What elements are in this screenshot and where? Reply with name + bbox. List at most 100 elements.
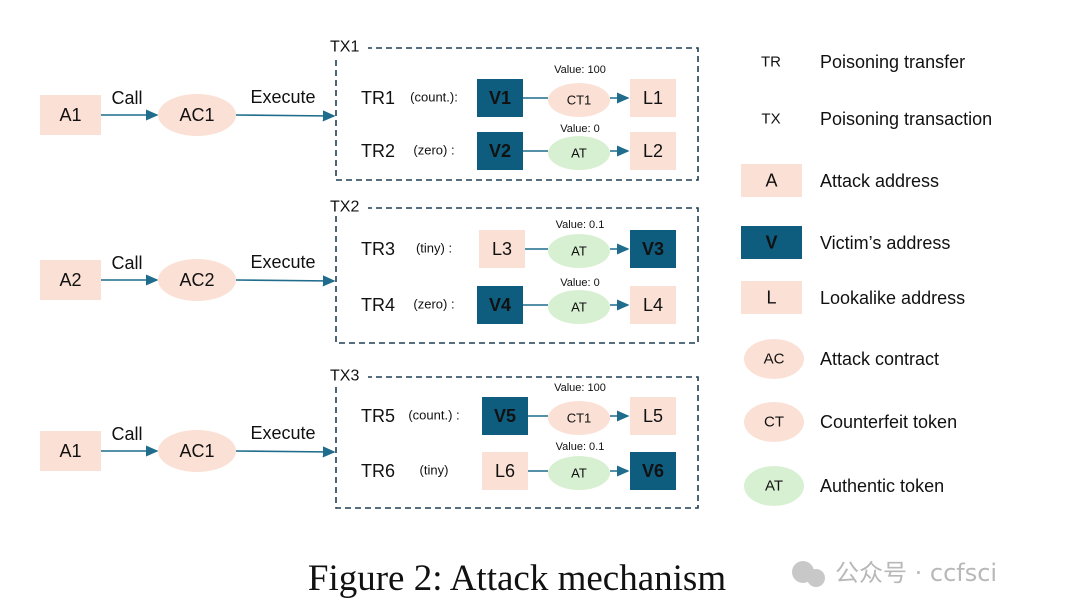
tx-label-bg: [328, 367, 368, 385]
token-node: CT1: [548, 83, 610, 117]
transfer-id: TR4: [361, 295, 395, 315]
legend-text: Victim’s address: [820, 233, 950, 253]
transfer-kind: (count.) :: [408, 408, 459, 423]
from-address-node-label: V5: [494, 406, 516, 426]
watermark: 公众号 · ccfsci: [792, 559, 997, 587]
legend-symbol-label: AC: [764, 351, 785, 368]
token-node-label: AT: [571, 146, 587, 161]
transfer-tr1: TR1 (count.): V1 CT1 Value: 100 L1: [361, 64, 676, 117]
attack-contract-node: AC1: [158, 430, 236, 472]
transfer-kind: (zero) :: [413, 143, 454, 158]
from-address-node-label: V1: [489, 88, 511, 108]
legend-symbol-label: V: [765, 233, 777, 253]
to-address-node-label: V6: [642, 461, 664, 481]
transfer-value: Value: 100: [554, 64, 606, 76]
from-address-node-label: V2: [489, 141, 511, 161]
legend-text: Lookalike address: [820, 288, 965, 308]
attack-row-2: A2 Call AC2 Execute TX2 TR3 (tiny) : L3 AT Value:…: [40, 198, 699, 344]
to-address-node: L4: [630, 286, 676, 324]
attack-contract-node-shape: [158, 430, 236, 472]
to-address-node-shape: [630, 397, 676, 435]
to-address-node: L2: [630, 132, 676, 170]
transfer-tr4: TR4 (zero) : V4 AT Value: 0 L4: [361, 277, 676, 324]
to-address-node: V6: [630, 452, 676, 490]
legend-symbol-shape: [741, 281, 802, 314]
from-address-node: L3: [479, 230, 525, 268]
to-address-node: L1: [630, 79, 676, 117]
attacker-address-node-shape: [40, 431, 101, 471]
from-address-node-shape: [479, 230, 525, 268]
legend-symbol-shape: [741, 164, 802, 197]
legend-symbol-label: CT: [764, 414, 784, 431]
token-node-label: AT: [571, 244, 587, 259]
attack-contract-node: AC2: [158, 259, 236, 301]
legend-symbol: CT: [744, 402, 804, 442]
execute-arrow: [235, 110, 336, 122]
attacker-address-node-label: A1: [59, 441, 81, 461]
from-address-node: L6: [482, 452, 528, 490]
legend-symbol-shape: [744, 339, 804, 379]
from-address-node: V2: [477, 132, 523, 170]
legend-symbol: L: [741, 281, 802, 314]
legend-item-ac: AC Attack contract: [744, 339, 939, 379]
transaction-label: TX2: [330, 199, 359, 216]
execute-label: Execute: [250, 87, 315, 107]
from-address-node-shape: [477, 286, 523, 324]
from-address-node: V1: [477, 79, 523, 117]
legend-text: Attack address: [820, 171, 939, 191]
legend-symbol-label: L: [766, 288, 776, 308]
to-address-node-label: V3: [642, 239, 664, 259]
legend-item-at: AT Authentic token: [744, 466, 944, 506]
transfer-value: Value: 0: [560, 277, 600, 289]
from-address-node-shape: [482, 452, 528, 490]
legend-text: Authentic token: [820, 476, 944, 496]
to-address-node-shape: [630, 79, 676, 117]
token-node-shape: [548, 83, 610, 117]
execute-label: Execute: [250, 423, 315, 443]
call-label: Call: [111, 88, 142, 108]
transfer-kind: (tiny) :: [416, 241, 452, 256]
to-address-node-label: L5: [643, 406, 663, 426]
token-node-shape: [548, 136, 610, 170]
attack-contract-node-label: AC1: [179, 441, 214, 461]
transfer-id: TR6: [361, 461, 395, 481]
transfer-id: TR1: [361, 88, 395, 108]
attack-contract-node-shape: [158, 259, 236, 301]
to-address-node: V3: [630, 230, 676, 268]
from-address-node: V5: [482, 397, 528, 435]
from-address-node-label: L6: [495, 461, 515, 481]
legend-item-ct: CT Counterfeit token: [744, 402, 957, 442]
to-address-node-label: L1: [643, 88, 663, 108]
token-node: AT: [548, 456, 610, 490]
legend-symbol: V: [741, 226, 802, 259]
legend-symbol: AC: [744, 339, 804, 379]
attacker-address-node-label: A1: [59, 105, 81, 125]
legend-symbol: A: [741, 164, 802, 197]
transfer-value: Value: 100: [554, 382, 606, 394]
transfer-kind: (tiny): [420, 463, 449, 478]
figure-caption: Figure 2: Attack mechanism: [308, 558, 726, 599]
token-node: AT: [548, 234, 610, 268]
transfer-value: Value: 0.1: [556, 219, 605, 231]
transaction-label: TX3: [330, 368, 359, 385]
token-node: AT: [548, 290, 610, 324]
to-address-node-shape: [630, 230, 676, 268]
attacker-address-node-shape: [40, 260, 101, 300]
from-address-node: V4: [477, 286, 523, 324]
legend-item-tx: TX Poisoning transaction: [761, 109, 992, 129]
transfer-kind: (count.):: [410, 90, 458, 105]
attack-contract-node-label: AC2: [179, 270, 214, 290]
execute-arrow: [235, 275, 336, 287]
legend-text: Attack contract: [820, 349, 939, 369]
token-node-shape: [548, 290, 610, 324]
transaction-box: [335, 207, 699, 344]
attack-contract-node-shape: [158, 94, 236, 136]
tx-label-bg: [328, 198, 368, 216]
attacker-address-node-shape: [40, 95, 101, 135]
legend-item-a: A Attack address: [741, 164, 939, 197]
legend-item-tr: TR Poisoning transfer: [761, 52, 965, 72]
token-node-label: CT1: [567, 93, 592, 108]
from-address-node-label: L3: [492, 239, 512, 259]
